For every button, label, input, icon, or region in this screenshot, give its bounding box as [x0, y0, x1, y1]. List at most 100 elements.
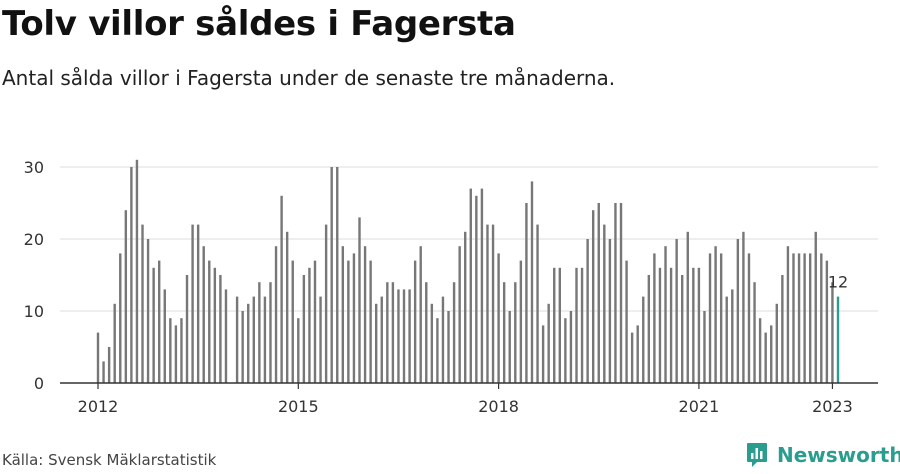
bar — [185, 275, 189, 383]
bar — [480, 188, 484, 383]
bar — [825, 260, 829, 383]
bar — [152, 267, 155, 383]
y-axis-labels: 0 10 20 30 — [24, 158, 44, 393]
bar — [169, 318, 172, 383]
bar — [297, 318, 300, 383]
bar — [630, 332, 634, 383]
bar — [397, 289, 400, 383]
bar — [831, 282, 834, 383]
bar — [491, 224, 495, 383]
x-tick-label: 2023 — [812, 397, 853, 416]
bar — [803, 253, 806, 383]
bar — [764, 332, 767, 383]
grid-lines — [60, 166, 878, 312]
x-axis-labels: 2012 2015 2018 2021 2023 — [78, 383, 853, 416]
bar — [797, 253, 801, 383]
bar — [586, 239, 589, 383]
bar — [413, 260, 417, 383]
bar — [625, 260, 628, 383]
bar — [608, 239, 612, 383]
bar — [280, 195, 283, 383]
bar — [96, 332, 100, 383]
bar — [224, 289, 228, 383]
bar — [419, 246, 422, 383]
bar — [642, 296, 645, 383]
bar — [725, 296, 728, 383]
bar — [247, 303, 250, 383]
bar — [135, 159, 139, 383]
bar — [380, 296, 383, 383]
bar — [614, 203, 617, 383]
bar — [347, 260, 350, 383]
bar — [547, 303, 550, 383]
bar — [664, 246, 667, 383]
bar — [469, 188, 472, 383]
bar — [703, 311, 706, 383]
bar — [675, 239, 678, 383]
bar — [758, 318, 762, 383]
bar — [402, 289, 406, 383]
bar — [269, 282, 272, 383]
bar — [163, 289, 166, 383]
bar — [374, 303, 378, 383]
bar — [358, 217, 361, 383]
chart-title: Tolv villor såldes i Fagersta — [2, 4, 516, 44]
bar — [102, 361, 105, 383]
bar — [241, 311, 244, 383]
bar — [658, 267, 662, 383]
bar — [291, 260, 294, 383]
bar — [441, 296, 445, 383]
y-tick-label: 10 — [24, 302, 44, 321]
bar — [603, 224, 606, 383]
bar — [519, 260, 523, 383]
bar — [636, 325, 639, 383]
bar — [213, 267, 217, 383]
bar — [158, 260, 161, 383]
bar — [692, 267, 695, 383]
bar — [363, 246, 367, 383]
bar — [202, 246, 205, 383]
bar — [324, 224, 328, 383]
bar — [686, 231, 689, 383]
bar — [669, 267, 673, 383]
bar — [597, 203, 600, 383]
bar-latest — [836, 296, 840, 383]
bar — [130, 167, 133, 383]
bar — [208, 260, 211, 383]
bar — [319, 296, 322, 383]
bar — [564, 318, 567, 383]
bar — [714, 246, 717, 383]
source-note: Källa: Svensk Mäklarstatistik — [2, 451, 217, 469]
bar — [653, 253, 656, 383]
bar — [258, 282, 261, 383]
bar — [781, 275, 784, 383]
bar — [753, 282, 756, 383]
x-tick-label: 2021 — [679, 397, 720, 416]
bar — [196, 224, 200, 383]
bar — [425, 282, 428, 383]
bar — [808, 253, 812, 383]
bar — [591, 210, 595, 383]
bar — [146, 239, 150, 383]
bar — [119, 253, 122, 383]
bar — [742, 231, 745, 383]
bar — [747, 253, 751, 383]
bar — [814, 231, 817, 383]
y-tick-label: 20 — [24, 230, 44, 249]
bar — [486, 224, 489, 383]
y-tick-label: 0 — [34, 374, 44, 393]
bar — [719, 253, 723, 383]
bar — [430, 303, 434, 383]
bar — [475, 195, 478, 383]
bar — [458, 246, 461, 383]
bar — [447, 311, 450, 383]
bar — [391, 282, 395, 383]
chart-subtitle: Antal sålda villor i Fagersta under de s… — [2, 66, 616, 90]
bar — [508, 311, 511, 383]
bar — [180, 318, 183, 383]
bar — [558, 267, 562, 383]
brand-logo[interactable]: Newsworthy — [746, 442, 900, 468]
bar — [107, 347, 111, 383]
bar — [235, 296, 239, 383]
bar — [174, 325, 178, 383]
